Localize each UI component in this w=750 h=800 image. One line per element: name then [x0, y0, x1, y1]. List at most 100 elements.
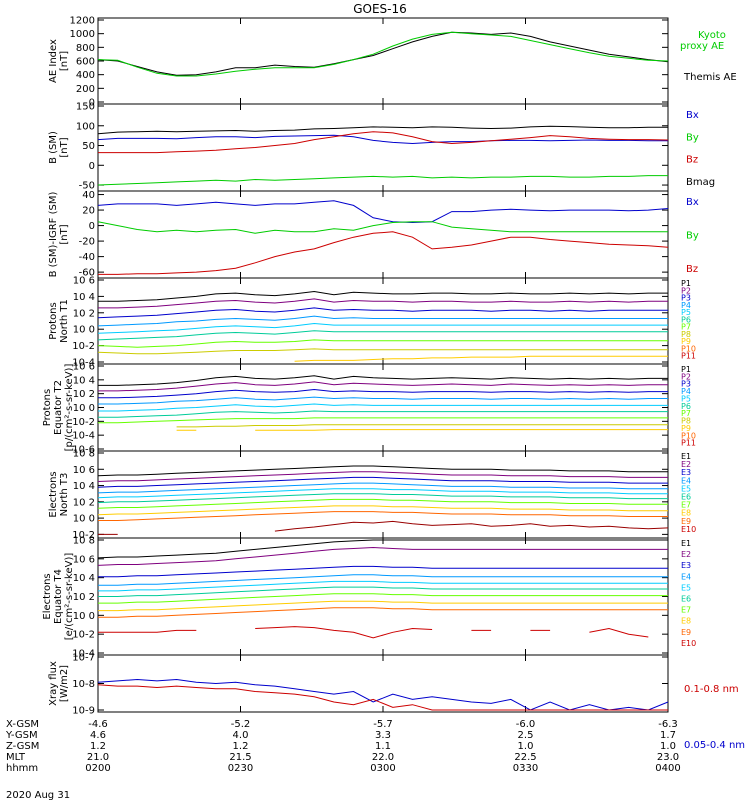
legend-entry: 0.05-0.4 nm	[684, 740, 745, 751]
legend-entry: E2	[681, 460, 691, 469]
legend-entry: E9	[681, 517, 691, 526]
y-tick-label: -20	[79, 237, 95, 248]
legend-entry: E6	[681, 493, 691, 502]
y-axis-label: ElectronsNorth T3	[48, 471, 70, 517]
legend-entry: Bz	[686, 155, 698, 166]
row-value: 1.2	[90, 741, 106, 752]
row-value: -6.3	[658, 719, 678, 730]
y-tick-label: 10 2	[73, 308, 95, 319]
y-tick-label: 1200	[70, 16, 95, 27]
series-e4	[98, 574, 668, 586]
row-value: 0230	[228, 763, 253, 774]
legend-entry: E6	[681, 595, 691, 604]
legend: E1 E2 E3 E4 E5 E6 E7 E8 E9 E10	[681, 539, 696, 648]
row-value: 1.0	[660, 741, 676, 752]
row-value: 21.5	[229, 752, 251, 763]
y-tick-label: -50	[79, 181, 95, 192]
series-bz	[98, 231, 669, 275]
panel-bsm: -50 0 50 100 150 B (SM)[nT] Bx By Bz Bmag	[48, 102, 715, 192]
y-tick-label: 200	[76, 84, 95, 95]
y-tick-label: 0	[89, 221, 95, 232]
series-e5	[98, 580, 668, 592]
legend-entry: E9	[681, 628, 691, 637]
series-p6	[97, 330, 668, 341]
y-tick-label: 10 0	[73, 325, 95, 336]
series-p5	[97, 322, 668, 334]
panel-ae: 0 200 400 600 800 1000 1200 AE Index[nT] Kyotopr…	[48, 16, 737, 109]
legend-entry: P3	[681, 380, 691, 389]
legend-entry: Themis AE	[683, 72, 737, 83]
y-axis-label: Xray flux[W/m2]	[48, 661, 70, 706]
y-tick-label: 40	[82, 190, 95, 201]
y-tick-label: 10-9	[72, 706, 95, 717]
series-by	[97, 175, 668, 186]
legend-entry: P3	[681, 294, 691, 303]
legend-entry: E3	[681, 468, 691, 477]
y-axis-label: AE Index[nT]	[48, 39, 70, 83]
panel-frame	[97, 103, 669, 192]
y-tick-label: 10 6	[73, 554, 95, 565]
legend: 0.1-0.8 nm 0.05-0.4 nm	[684, 684, 745, 751]
panel-peq: 10-6 10-4 10-2 10 0 10 2 10 4 10 6ProtonsEquat…	[42, 362, 696, 456]
legend-entry: By	[686, 231, 699, 242]
panel-pnorth: 10-4 10-2 10 0 10 2 10 4 10 6 ProtonsNorth T1 P…	[48, 276, 696, 369]
legend-entry: P5	[681, 308, 691, 317]
y-tick-label: 10-2	[72, 417, 95, 428]
series-p5	[98, 403, 668, 412]
y-tick-label: 10 6	[73, 465, 95, 476]
row-value: 4.6	[90, 730, 106, 741]
series-p1	[98, 375, 668, 386]
y-tick-label: 100	[76, 121, 95, 132]
row-value: 1.7	[660, 730, 676, 741]
row-label: MLT	[6, 752, 26, 763]
row-value: 1.2	[233, 741, 249, 752]
y-tick-label: 10 4	[73, 573, 95, 584]
y-tick-label: 800	[76, 43, 95, 54]
panel-frame	[97, 17, 669, 105]
series-p3	[98, 388, 668, 399]
y-tick-label: 10 8	[73, 536, 95, 547]
y-tick-label: 10-7	[72, 653, 95, 664]
y-tick-label: 0	[89, 161, 95, 172]
series-bmag	[97, 125, 668, 135]
y-tick-label: 10 0	[73, 403, 95, 414]
y-tick-label: 10-6	[72, 445, 95, 456]
y-tick-label: 10-4	[72, 649, 95, 660]
series-p9	[176, 429, 668, 431]
chart-date: 2020 Aug 31	[6, 790, 70, 800]
series-e8	[97, 505, 668, 516]
y-tick-label: 10 2	[73, 389, 95, 400]
series-e7	[97, 498, 668, 509]
y-tick-label: 10-2	[72, 630, 95, 641]
y-tick-label: 10-4	[72, 431, 95, 442]
legend-entry: E4	[681, 476, 691, 485]
series-p7	[98, 417, 668, 424]
legend-entry: P7	[681, 323, 691, 332]
legend-entry: P11	[681, 352, 696, 361]
y-tick-label: 10-8	[72, 679, 95, 690]
series-p1	[98, 290, 668, 302]
legend-entry: P6	[681, 315, 691, 324]
legend-entry: Bx	[686, 110, 699, 121]
legend-entry: E1	[681, 452, 691, 461]
panel-frame	[97, 190, 669, 279]
y-tick-label: 10 4	[73, 292, 95, 303]
series-e5	[97, 488, 668, 499]
row-value: 21.0	[87, 752, 109, 763]
row-value: 0200	[85, 763, 110, 774]
legend: Bx By Bz Bmag	[686, 110, 715, 188]
legend-entry: E7	[681, 606, 691, 615]
series-e9	[98, 511, 668, 521]
legend-entry: E7	[681, 501, 691, 510]
legend-entry: By	[686, 132, 699, 143]
row-value: 0400	[655, 763, 680, 774]
legend-entry: P5	[681, 394, 691, 403]
row-value: 23.0	[657, 752, 679, 763]
legend-entry: P8	[681, 417, 691, 426]
y-tick-label: 1000	[70, 29, 95, 40]
series-p4	[98, 396, 668, 405]
legend-entry: Bx	[686, 197, 699, 208]
series-bz	[98, 131, 669, 154]
